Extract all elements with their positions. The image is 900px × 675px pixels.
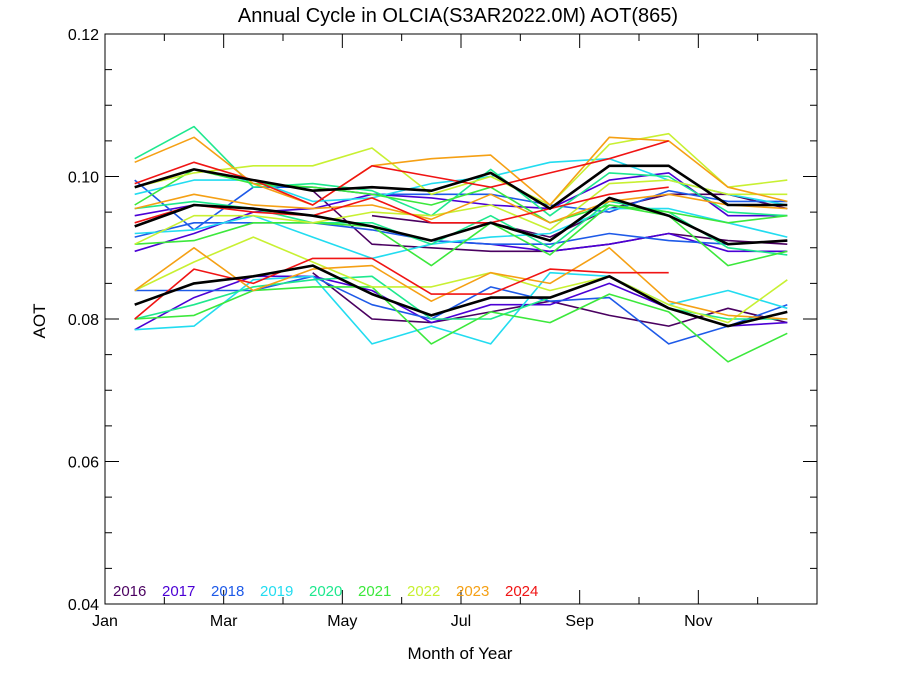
- x-axis-label: Month of Year: [408, 644, 513, 663]
- y-tick-label: 0.10: [68, 170, 99, 187]
- y-tick-label: 0.08: [68, 312, 99, 329]
- series-line-2024-0: [134, 140, 669, 206]
- plot-frame: [104, 33, 818, 605]
- legend-entry-2024: 2024: [505, 583, 538, 600]
- series-line-2020-2: [134, 275, 788, 320]
- series-line-2022-2: [134, 236, 788, 324]
- y-tick-label: 0.04: [68, 597, 99, 614]
- series-lines: [134, 125, 788, 363]
- series-line-2021-2: [134, 286, 788, 363]
- series-line-mean-2: [134, 264, 788, 328]
- series-line-2019-1: [134, 207, 788, 260]
- series-line-2023-1: [134, 193, 788, 224]
- series-line-mean-1: [134, 196, 788, 246]
- series-line-2023-0: [134, 136, 788, 206]
- series-line-2019-2: [134, 271, 788, 345]
- series-line-2022-0: [134, 132, 788, 206]
- chart-title: Annual Cycle in OLCIA(S3AR2022.0M) AOT(8…: [238, 5, 678, 27]
- x-tick-label: Jan: [92, 613, 118, 630]
- series-line-2018-0: [134, 179, 788, 231]
- y-tick-label: 0.06: [68, 455, 99, 472]
- y-axis-label: AOT: [30, 304, 49, 339]
- legend-entry-2022: 2022: [407, 583, 440, 600]
- legend-entry-2016: 2016: [113, 583, 146, 600]
- series-line-mean-0: [134, 164, 788, 210]
- x-tick-label: Jul: [451, 613, 471, 630]
- legend-entry-2020: 2020: [309, 583, 342, 600]
- series-line-2022-1: [134, 179, 788, 245]
- legend-entry-2018: 2018: [211, 583, 244, 600]
- legend-entry-2017: 2017: [162, 583, 195, 600]
- series-line-2021-1: [134, 204, 788, 267]
- legend-entry-2023: 2023: [456, 583, 489, 600]
- series-line-2024-2: [134, 257, 669, 320]
- axes-ticks: 0.04 0.06 0.08 0.10 0.12 Jan Mar May Jul Sep Nov: [68, 27, 817, 630]
- series-line-2018-1: [134, 222, 788, 245]
- legend-entry-2021: 2021: [358, 583, 391, 600]
- x-tick-label: Sep: [565, 613, 594, 630]
- series-line-2023-2: [134, 247, 788, 320]
- series-line-2021-0: [134, 168, 788, 224]
- legend-entry-2019: 2019: [260, 583, 293, 600]
- x-tick-label: Mar: [210, 613, 238, 630]
- x-tick-label: Nov: [684, 613, 712, 630]
- legend: 2016 2017 2018 2019 2020 2021 2022 2023 2024: [113, 583, 538, 600]
- y-tick-label: 0.12: [68, 27, 99, 44]
- x-tick-label: May: [327, 613, 357, 630]
- series-line-2024-1: [134, 186, 669, 224]
